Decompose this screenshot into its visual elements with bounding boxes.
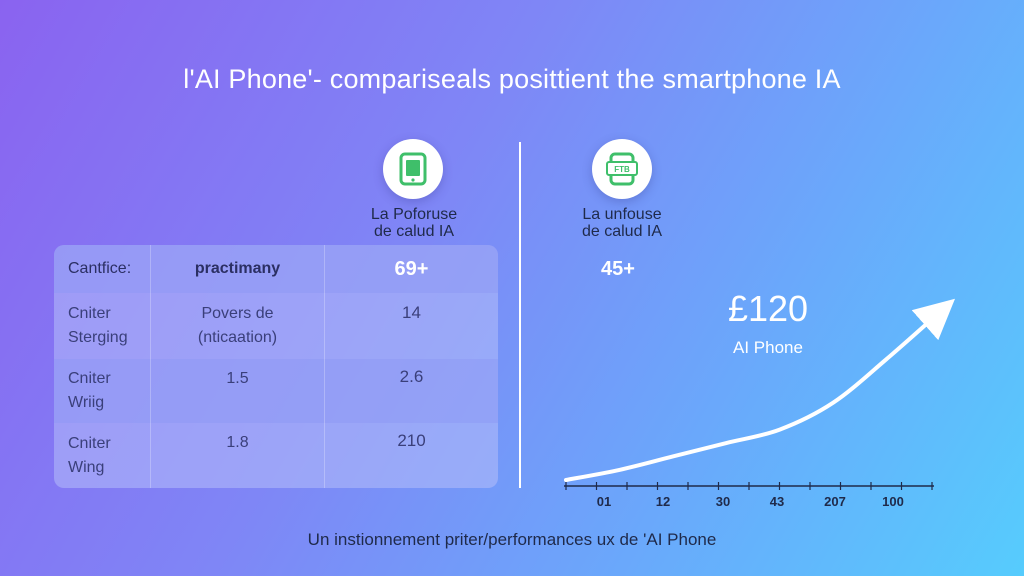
right-column-value: 45+ xyxy=(601,258,635,280)
chart-tick-label: 207 xyxy=(824,494,846,509)
table-row-col3: 2.6 xyxy=(324,359,498,423)
left-column-label: La Poforuse de calud IA xyxy=(314,206,514,240)
table-row-label-line2: Sterging xyxy=(68,329,128,346)
table-row: Cniter Sterging Povers de (nticaation) 1… xyxy=(54,293,498,359)
table-row: Cniter Wriig 1.5 2.6 xyxy=(54,359,498,423)
table-header-col2: practimany xyxy=(150,245,324,293)
footer-caption: Un instionnement priter/performances ux … xyxy=(307,530,717,549)
chart-tick-label: 30 xyxy=(715,494,731,509)
table-row-col3: 210 xyxy=(324,423,498,488)
right-column-label: La unfouse de calud IA xyxy=(522,206,722,240)
price-value: £120 xyxy=(727,288,809,329)
chart-tick-label: 100 xyxy=(882,494,904,509)
chart-ticks xyxy=(565,482,933,490)
table-row-col2-line2: (nticaation) xyxy=(197,329,278,346)
column-divider xyxy=(519,142,521,488)
comparison-table: Cantfice: practimany 69+ Cniter Sterging… xyxy=(54,245,498,488)
table-header-col3: 69+ xyxy=(324,245,498,293)
phone-chip-icon-text: FTB xyxy=(614,165,630,174)
chart-tick-label: 43 xyxy=(769,494,785,509)
table-row-label-line1: Cniter xyxy=(68,370,111,387)
table-row-col2-line1: Povers de xyxy=(201,305,274,322)
table-row-label: Cniter Sterging xyxy=(54,293,150,359)
chart-series-line xyxy=(564,298,956,482)
left-column-label-line1: La Poforuse xyxy=(370,206,458,223)
right-column-label-line1: La unfouse xyxy=(582,206,662,223)
table-row-label: Cniter Wriig xyxy=(54,359,150,423)
chart-tick-label: 01 xyxy=(596,494,612,509)
chart-tick-label: 12 xyxy=(655,494,671,509)
table-row-label-line2: Wing xyxy=(68,458,105,476)
table-header-row: Cantfice: practimany 69+ xyxy=(54,245,498,293)
table-row-label-line2: Wriig xyxy=(68,394,105,411)
table-row-col3: 14 xyxy=(324,293,498,359)
table-row-label: Cniter Wing xyxy=(54,423,150,488)
table-row-label-line1: Cniter xyxy=(68,434,111,452)
table-row-col2: 1.5 xyxy=(150,359,324,423)
page-title: l'AI Phone'- compariseals posittient the… xyxy=(183,64,841,94)
phone-chip-icon: FTB xyxy=(606,152,638,186)
table-row-col2: 1.8 xyxy=(150,423,324,488)
left-column-label-line2: de calud IA xyxy=(373,223,455,240)
price-label: AI Phone xyxy=(733,338,803,357)
table-row: Cniter Wing 1.8 210 xyxy=(54,423,498,488)
tablet-icon xyxy=(399,152,427,186)
table-row-label-line1: Cniter xyxy=(68,305,111,322)
phone-chip-icon-badge: FTB xyxy=(592,139,652,199)
right-column-label-line2: de calud IA xyxy=(581,223,663,240)
tablet-icon-badge xyxy=(383,139,443,199)
table-header-label: Cantfice: xyxy=(68,260,132,277)
table-row-col2: Povers de (nticaation) xyxy=(150,293,324,359)
